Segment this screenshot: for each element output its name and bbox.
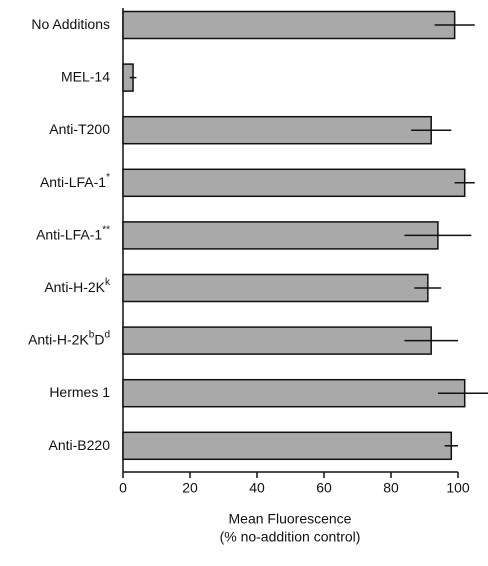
label-part: k (105, 277, 111, 288)
x-tick-label: 100 (446, 480, 470, 496)
x-tick-label: 20 (182, 480, 198, 496)
label-part: MEL-14 (61, 68, 110, 84)
label-part: ** (102, 224, 110, 235)
x-tick-label: 60 (316, 480, 332, 496)
y-tick-label: Anti-H-2Kk (44, 277, 111, 295)
y-tick-label: Hermes 1 (49, 384, 110, 400)
label-part: Anti-T200 (49, 121, 110, 137)
bar (122, 326, 432, 355)
label-part: Anti-B220 (49, 437, 111, 453)
label-part: Anti-H-2K (44, 279, 105, 295)
label-part: Anti-LFA-1 (36, 226, 102, 242)
label-part: D (94, 331, 104, 347)
y-tick-label: Anti-LFA-1* (40, 171, 110, 189)
bar (122, 115, 432, 145)
label-part: b (89, 329, 95, 340)
bar (122, 168, 466, 198)
label-part: d (104, 329, 110, 340)
label-part: Anti-H-2K (28, 331, 89, 347)
x-tick-label: 80 (383, 480, 399, 496)
label-part: Anti-LFA-1 (40, 174, 106, 190)
x-tick-label: 40 (249, 480, 265, 496)
y-tick-label: MEL-14 (61, 68, 110, 84)
bar (122, 378, 466, 408)
x-axis-title: Mean Fluorescence (229, 511, 352, 527)
y-tick-label: Anti-LFA-1** (36, 224, 110, 242)
label-part: Hermes 1 (49, 384, 110, 400)
bar (122, 273, 429, 303)
label-part: No Additions (31, 16, 110, 32)
bar (122, 221, 439, 250)
y-tick-label: Anti-B220 (49, 437, 111, 453)
bar (122, 431, 453, 461)
y-tick-label: Anti-T200 (49, 121, 110, 137)
y-tick-label: Anti-H-2KbDd (28, 329, 110, 347)
y-tick-label: No Additions (31, 16, 110, 32)
x-axis-title: (% no-addition control) (220, 529, 361, 545)
label-part: * (106, 171, 110, 182)
bar (122, 10, 456, 40)
x-tick-label: 0 (119, 480, 127, 496)
